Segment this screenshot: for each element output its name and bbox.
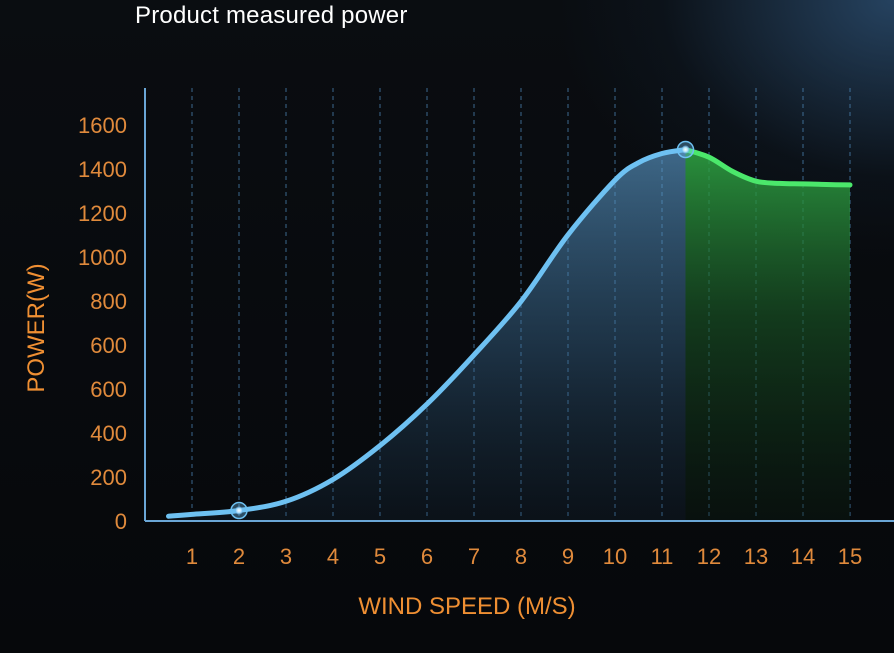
series-area-0 (168, 149, 686, 521)
x-tick-label-5: 5 (374, 544, 386, 569)
y-tick-label-6: 1000 (78, 245, 127, 270)
series-line-1 (683, 147, 853, 188)
label-layer: 1 2 3 4 5 6 7 8 9 10 11 12 13 14 150200400600600800100… (23, 113, 862, 620)
x-tick-label-14: 14 (791, 544, 815, 569)
y-tick-label-2: 400 (90, 421, 127, 446)
x-tick-label-6: 6 (421, 544, 433, 569)
x-tick-label-2: 2 (233, 544, 245, 569)
area-layer (168, 149, 850, 521)
x-tick-label-12: 12 (697, 544, 721, 569)
x-axis-title: WIND SPEED (M/S) (358, 593, 575, 620)
chart-title: Product measured power (135, 2, 408, 29)
point-marker-1 (681, 145, 690, 154)
x-tick-label-4: 4 (327, 544, 339, 569)
y-tick-label-0: 0 (115, 509, 127, 534)
axis-layer (144, 88, 894, 522)
y-tick-label-3: 600 (90, 377, 127, 402)
series-area-1 (685, 149, 850, 521)
x-tick-label-7: 7 (468, 544, 480, 569)
y-tick-label-9: 1600 (78, 113, 127, 138)
point-marker-0 (235, 506, 243, 515)
x-tick-label-10: 10 (603, 544, 627, 569)
x-tick-label-8: 8 (515, 544, 527, 569)
marker-layer (230, 140, 695, 520)
x-tick-label-3: 3 (280, 544, 292, 569)
x-tick-label-1: 1 (186, 544, 198, 569)
x-tick-label-15: 15 (838, 544, 862, 569)
y-tick-label-4: 600 (90, 333, 127, 358)
series-line-0 (166, 147, 688, 519)
y-tick-label-8: 1400 (78, 157, 127, 182)
y-tick-label-1: 200 (90, 465, 127, 490)
y-axis-title: POWER(W) (23, 263, 50, 392)
y-tick-label-7: 1200 (78, 201, 127, 226)
y-tick-label-5: 800 (90, 289, 127, 314)
x-tick-label-13: 13 (744, 544, 768, 569)
line-layer (166, 147, 853, 519)
x-tick-label-11: 11 (651, 544, 674, 569)
x-tick-label-9: 9 (562, 544, 574, 569)
